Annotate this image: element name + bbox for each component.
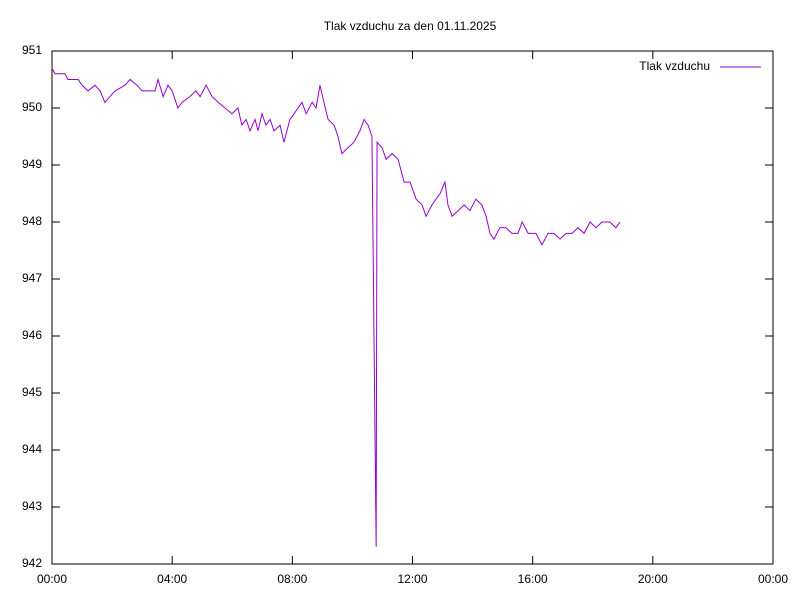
y-tick-label: 944	[22, 442, 42, 456]
y-tick-label: 948	[22, 214, 42, 228]
y-tick-label: 947	[22, 271, 42, 285]
x-tick-label: 00:00	[37, 572, 67, 586]
y-tick-label: 949	[22, 157, 42, 171]
plot-border	[51, 50, 774, 565]
chart-title: Tlak vzduchu za den 01.11.2025	[324, 19, 497, 33]
x-tick-label: 04:00	[157, 572, 187, 586]
x-tick-label: 12:00	[397, 572, 427, 586]
data-line	[51, 67, 621, 547]
x-tick-label: 16:00	[518, 572, 548, 586]
y-tick-label: 946	[22, 328, 42, 342]
y-tick-label: 943	[22, 499, 42, 513]
y-tick-label: 942	[22, 556, 42, 570]
y-tick-label: 951	[22, 43, 42, 57]
x-tick-label: 08:00	[277, 572, 307, 586]
x-tick-label: 20:00	[638, 572, 668, 586]
x-tick-label: 00:00	[758, 572, 788, 586]
legend-label: Tlak vzduchu	[639, 59, 710, 73]
y-tick-label: 945	[22, 385, 42, 399]
y-tick-label: 950	[22, 100, 42, 114]
